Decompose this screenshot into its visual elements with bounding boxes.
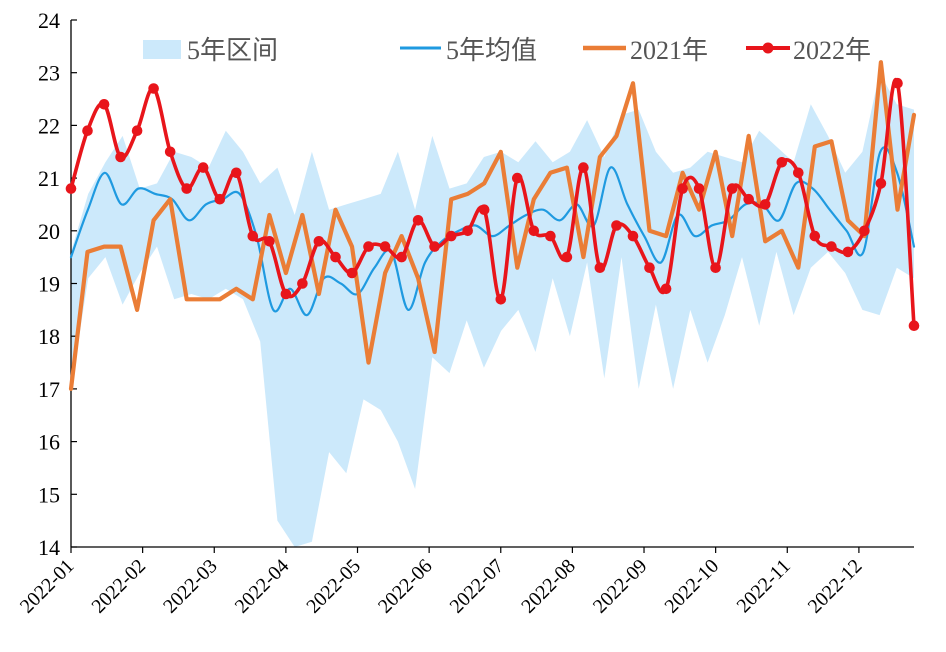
data-point-2022	[82, 125, 93, 136]
y-ticks: 14 15 16 17 18 19 20 21 22 23 24	[38, 8, 77, 560]
x-tick-label: 2022-02	[87, 555, 150, 618]
data-point-2022	[512, 172, 523, 184]
data-point-2022	[181, 183, 192, 194]
data-point-2022	[280, 288, 292, 300]
x-tick-label: 2022-04	[231, 555, 294, 618]
legend-label-2022: 2022年	[793, 36, 871, 65]
data-point-2022	[445, 230, 457, 242]
y-tick-label: 14	[38, 535, 60, 560]
y-tick-label: 19	[38, 272, 60, 297]
data-point-2022	[363, 241, 374, 252]
data-point-2022	[660, 283, 672, 295]
band-layer	[71, 72, 914, 547]
data-point-2022	[148, 83, 159, 94]
legend-label-2021: 2021年	[630, 36, 708, 65]
y-tick-label: 15	[38, 482, 60, 507]
data-point-2022	[842, 246, 854, 258]
y-tick-label: 16	[38, 430, 60, 455]
x-tick-label: 2022-09	[589, 555, 652, 618]
y-tick-label: 18	[38, 324, 60, 349]
data-point-2022	[644, 262, 655, 274]
data-point-2022	[710, 262, 721, 274]
data-point-2022	[726, 183, 738, 194]
data-point-2022	[611, 220, 622, 231]
legend-marker-2022	[762, 42, 774, 54]
data-point-2022	[313, 236, 325, 247]
data-point-2022	[594, 262, 606, 274]
data-point-2022	[826, 241, 837, 252]
y-tick-label: 17	[38, 377, 60, 402]
x-ticks: 2022-01 2022-02 2022-03 2022-04 2022-05 2022-…	[16, 547, 867, 618]
y-tick-label: 20	[38, 219, 60, 244]
x-tick-label: 2022-06	[374, 555, 437, 618]
data-point-2022	[65, 183, 77, 194]
data-point-2022	[627, 230, 639, 242]
data-point-2022	[859, 225, 870, 237]
data-point-2022	[545, 230, 556, 242]
data-point-2022	[330, 251, 341, 263]
data-point-2022	[693, 183, 705, 194]
data-point-2022	[131, 125, 143, 136]
series-line-2021	[68, 60, 917, 391]
data-point-2022	[875, 178, 887, 189]
y-tick-label: 24	[38, 8, 60, 33]
data-point-2022	[396, 251, 407, 263]
series-layer	[65, 60, 920, 391]
data-point-2022	[478, 204, 490, 215]
x-tick-label: 2022-03	[159, 555, 222, 618]
data-point-2022	[528, 225, 540, 237]
data-point-2022	[892, 77, 903, 89]
data-point-2022	[115, 151, 126, 163]
x-tick-label: 2022-11	[733, 555, 795, 617]
data-point-2022	[346, 267, 358, 279]
data-point-2022	[197, 162, 209, 173]
legend-label-band: 5年区间	[187, 36, 278, 65]
legend-label-mean: 5年均值	[446, 36, 537, 65]
y-tick-label: 21	[38, 166, 60, 191]
range-band	[71, 72, 914, 547]
data-point-2022	[495, 294, 507, 305]
data-point-2022	[677, 183, 688, 194]
x-tick-label: 2022-05	[302, 555, 365, 618]
data-point-2022	[908, 320, 920, 332]
y-tick-label: 22	[38, 113, 60, 138]
data-point-2022	[297, 278, 308, 289]
data-point-2022	[231, 167, 242, 179]
data-point-2022	[429, 241, 440, 252]
series-line-5yr-mean	[69, 146, 916, 317]
legend: 5年区间 5年均值 2021年 2022年	[143, 36, 871, 65]
data-point-2022	[379, 241, 391, 252]
data-point-2022	[412, 215, 424, 226]
data-point-2022	[809, 230, 821, 242]
data-point-2022	[561, 251, 573, 263]
x-tick-label: 2022-07	[446, 555, 509, 618]
data-point-2022	[164, 146, 176, 158]
x-tick-label: 2022-08	[517, 555, 580, 618]
x-tick-label: 2022-01	[16, 555, 79, 618]
x-tick-label: 2022-10	[660, 555, 723, 618]
data-point-2022	[247, 230, 259, 242]
data-point-2022	[98, 99, 110, 110]
data-point-2022	[264, 236, 275, 247]
data-point-2022	[759, 199, 771, 210]
data-point-2022	[214, 193, 226, 205]
data-point-2022	[776, 157, 788, 168]
y-tick-label: 23	[38, 61, 60, 86]
data-point-2022	[578, 162, 589, 173]
data-point-2022	[793, 167, 804, 179]
x-tick-label: 2022-12	[804, 555, 867, 618]
data-point-2022	[743, 193, 754, 205]
data-point-2022	[462, 225, 474, 237]
legend-swatch-band	[143, 40, 181, 59]
